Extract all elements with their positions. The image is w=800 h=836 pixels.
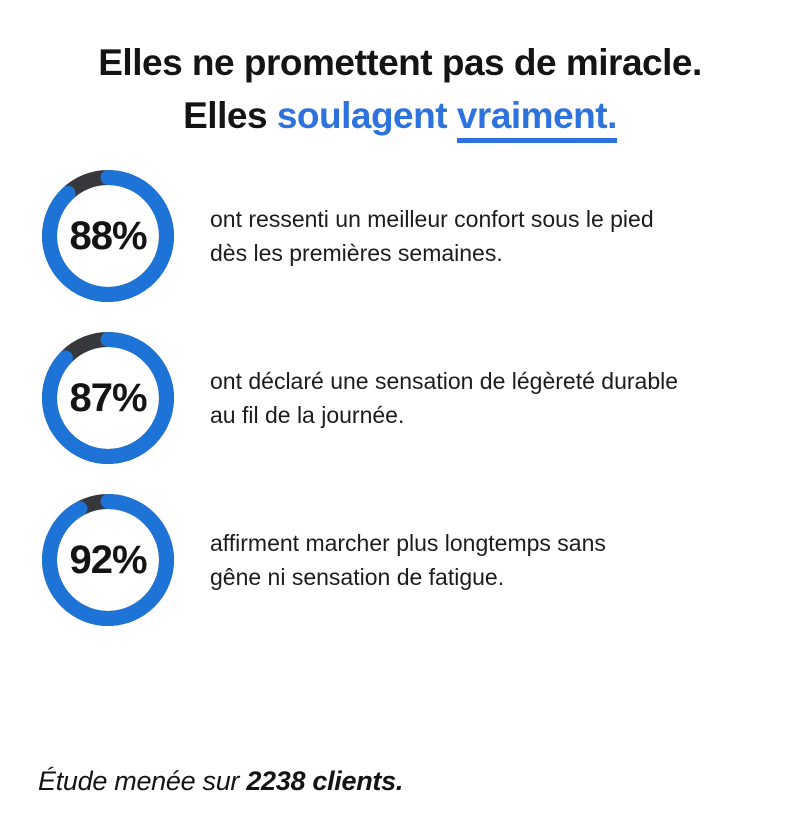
ring-progress-arc [42,494,174,626]
ring-progress-arc [42,170,174,302]
page-title: Elles ne promettent pas de miracle. Elle… [0,36,800,143]
percent-label: 92% [69,537,147,582]
percent-label: 88% [69,213,147,258]
infographic-page: Elles ne promettent pas de miracle. Elle… [0,36,800,836]
donut-ring-88: 88% [42,170,174,302]
stat-text-line1: ont déclaré une sensation de légèreté du… [210,368,679,394]
title-line2-prefix: Elles [183,95,268,136]
stat-text-line2: dès les premières semaines. [210,240,503,266]
footnote-sample-size: 2238 clients. [246,766,404,796]
donut-ring-svg [42,332,174,464]
donut-ring-svg [42,494,174,626]
donut-ring-svg [42,170,174,302]
title-line1: Elles ne promettent pas de miracle. [98,42,702,83]
stat-text: ont déclaré une sensation de légèreté du… [210,364,678,432]
stat-text-line1: ont ressenti un meilleur confort sous le… [210,206,654,232]
donut-ring-92: 92% [42,494,174,626]
percent-label: 87% [69,375,147,420]
stat-row-legerete: 87% ont déclaré une sensation de légèret… [42,332,800,464]
footnote-prefix: Étude menée sur [38,766,240,796]
ring-progress-arc [42,332,174,464]
donut-ring-87: 87% [42,332,174,464]
stat-row-fatigue: 92% affirment marcher plus longtemps san… [42,494,800,626]
stat-text-line1: affirment marcher plus longtemps sans [210,530,606,556]
study-footnote: Étude menée sur 2238 clients. [38,766,403,797]
title-line2-highlight-underlined: vraiment. [456,95,617,143]
stat-row-confort: 88% ont ressenti un meilleur confort sou… [42,170,800,302]
stats-list: 88% ont ressenti un meilleur confort sou… [0,170,800,656]
title-line2-highlight: soulagent [276,95,448,136]
stat-text-line2: au fil de la journée. [210,402,405,428]
stat-text-line2: gêne ni sensation de fatigue. [210,564,505,590]
stat-text: affirment marcher plus longtemps sans gê… [210,526,606,594]
stat-text: ont ressenti un meilleur confort sous le… [210,202,654,270]
